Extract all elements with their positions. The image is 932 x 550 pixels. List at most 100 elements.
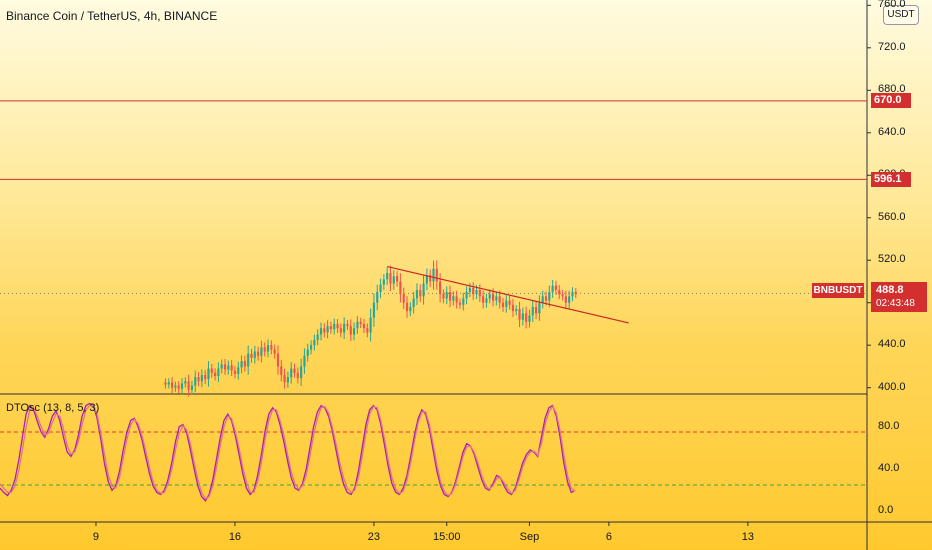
candle-body xyxy=(405,302,409,312)
time-tick-label: 13 xyxy=(741,531,754,543)
candle-body xyxy=(495,296,498,301)
candle-body xyxy=(210,368,213,373)
time-tick-label: 16 xyxy=(228,531,242,543)
candle-body xyxy=(214,372,217,377)
candle-body xyxy=(326,326,329,333)
candle-body xyxy=(498,296,501,303)
candle-body xyxy=(167,382,170,385)
candle-body xyxy=(190,385,194,390)
candle-body xyxy=(402,294,405,303)
candle-body xyxy=(349,326,352,335)
candle-body xyxy=(247,353,250,367)
candle-body xyxy=(448,292,452,301)
candle-body xyxy=(319,328,323,335)
candle-body xyxy=(485,298,488,303)
candle-body xyxy=(462,298,465,305)
candle-body xyxy=(531,306,534,316)
candle-body xyxy=(511,304,514,312)
time-tick-label: 9 xyxy=(92,531,100,543)
candle-body xyxy=(419,289,422,297)
candle-body xyxy=(174,385,177,388)
candle-body xyxy=(220,364,223,369)
candle-body xyxy=(303,355,306,367)
trendline xyxy=(387,266,629,324)
candle-body xyxy=(478,289,481,297)
candle-body xyxy=(399,281,402,295)
candle-body xyxy=(382,279,385,285)
candle-body xyxy=(362,323,366,329)
candle-body xyxy=(290,368,293,378)
candle-body xyxy=(329,326,332,330)
candle-countdown: 02:43:48 xyxy=(876,298,915,309)
candle-body xyxy=(240,361,243,368)
candle-body xyxy=(293,368,296,373)
candle-body xyxy=(452,296,455,301)
candle-body xyxy=(379,284,382,293)
candle-body xyxy=(564,296,567,303)
candle-body xyxy=(376,292,379,303)
candle-body xyxy=(300,366,303,379)
candle-body xyxy=(538,302,541,314)
candle-body xyxy=(171,382,174,388)
candle-body xyxy=(217,368,220,377)
candle-body xyxy=(389,272,392,284)
candle-body xyxy=(475,289,478,295)
candle-body xyxy=(571,292,574,297)
price-tick-label: 760.0 xyxy=(878,0,906,11)
candle-body xyxy=(551,285,554,293)
chart-title: Binance Coin / TetherUS, 4h, BINANCE xyxy=(6,9,218,23)
candle-body xyxy=(257,351,260,356)
currency-button[interactable]: USDT xyxy=(883,5,919,25)
candle-body xyxy=(482,296,485,303)
candle-body xyxy=(204,374,207,380)
candle-body xyxy=(518,309,521,320)
price-tick-label: 680.0 xyxy=(878,83,906,96)
candle-body xyxy=(194,377,197,386)
osc-series-d xyxy=(0,404,576,500)
candle-body xyxy=(561,294,564,297)
candle-body xyxy=(468,287,471,293)
level-tag-670: 670.0 xyxy=(871,93,911,109)
candle-body xyxy=(164,382,167,385)
candle-body xyxy=(339,328,342,333)
price-tick-label: 440.0 xyxy=(878,338,906,351)
candle-body xyxy=(316,334,319,340)
candle-body xyxy=(422,283,425,297)
candle-body xyxy=(558,289,561,295)
candle-body xyxy=(233,370,237,374)
candle-body xyxy=(336,323,339,329)
candle-body xyxy=(541,296,544,303)
candle-body xyxy=(333,323,336,330)
time-tick-label: Sep xyxy=(519,531,540,543)
candle-body xyxy=(276,353,280,367)
candle-body xyxy=(187,381,190,390)
candle-body xyxy=(280,366,283,375)
candle-body xyxy=(439,281,442,295)
candle-body xyxy=(412,298,415,307)
candle-body xyxy=(508,300,511,305)
price-tick-label: 720.0 xyxy=(878,40,906,53)
candle-body xyxy=(505,300,508,307)
candle-body xyxy=(273,349,276,354)
time-tick-label: 6 xyxy=(605,531,612,543)
candle-body xyxy=(313,339,316,346)
candle-body xyxy=(435,268,438,282)
candle-body xyxy=(501,302,505,307)
candle-body xyxy=(207,368,210,380)
time-tick-label: 15:00 xyxy=(432,531,461,543)
candle-body xyxy=(372,302,376,318)
candle-body xyxy=(548,292,551,301)
candle-body xyxy=(544,296,548,301)
candle-body xyxy=(243,361,246,367)
level-tag-596: 596.1 xyxy=(871,171,911,187)
candle-body xyxy=(409,306,412,312)
indicator-title[interactable]: DTOsc (13, 8, 5, 3) xyxy=(6,402,100,414)
candle-body xyxy=(260,347,263,356)
price-tick-label: 400.0 xyxy=(878,380,906,393)
candle-body xyxy=(309,345,313,350)
candle-body xyxy=(488,294,491,299)
osc-series-k xyxy=(0,402,576,502)
candle-body xyxy=(237,367,240,374)
